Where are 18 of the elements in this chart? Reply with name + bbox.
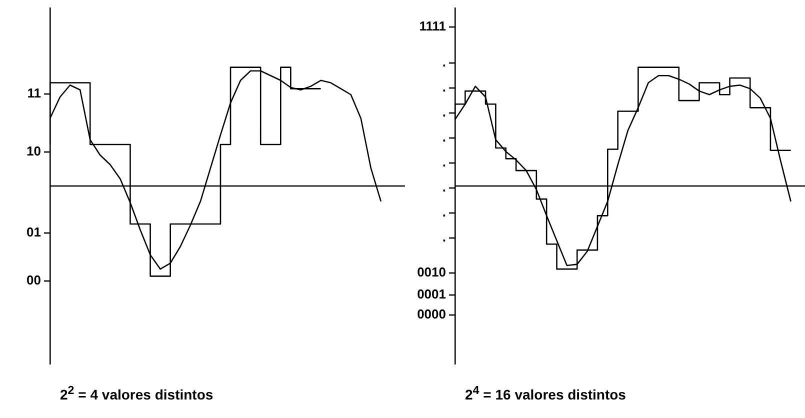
text: .: [442, 80, 446, 95]
text: 0001: [417, 286, 446, 302]
text: 2$^{2}$ = 4 valores distintos: [60, 384, 214, 403]
text: .: [442, 230, 446, 245]
text: 2$^{4}$ = 16 valores distintos: [465, 384, 627, 403]
text: 00: [26, 272, 41, 288]
text: .: [442, 104, 446, 120]
text: .: [442, 54, 446, 70]
text: .: [442, 204, 446, 220]
text: 1111: [419, 18, 446, 34]
text: 10: [26, 144, 41, 159]
text: 0010: [417, 264, 446, 280]
text: .: [442, 130, 446, 145]
text: .: [442, 154, 446, 170]
text: .: [442, 180, 446, 195]
text: 01: [26, 224, 41, 240]
text: 0000: [417, 306, 446, 322]
text: 11: [27, 86, 41, 101]
